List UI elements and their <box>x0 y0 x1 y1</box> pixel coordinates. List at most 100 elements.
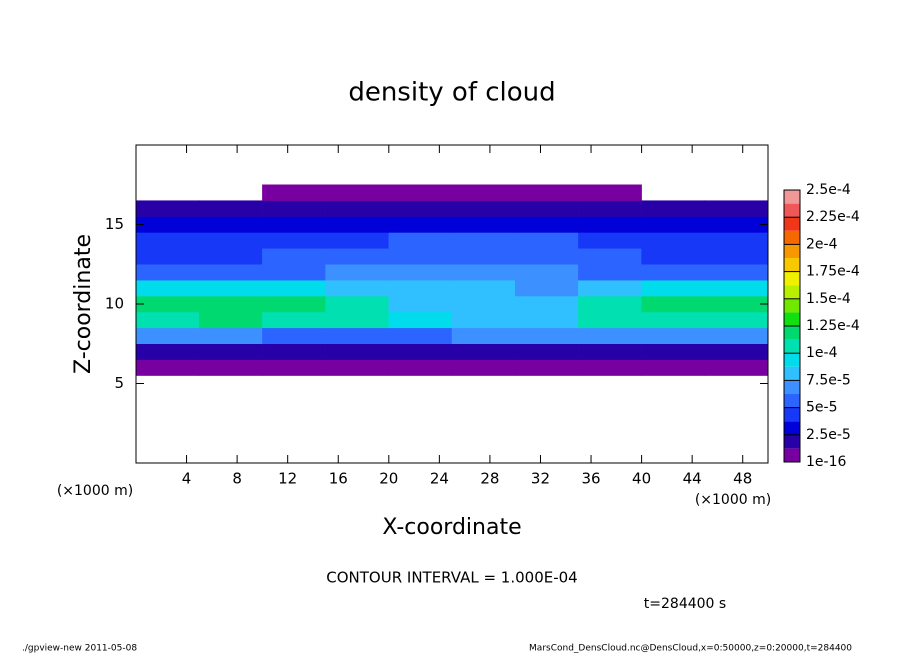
heat-cell <box>704 343 769 360</box>
heat-cell <box>641 279 706 297</box>
heat-cell <box>262 248 326 265</box>
heat-cell <box>641 359 706 376</box>
y-tick-label: 15 <box>105 215 124 233</box>
heat-cell <box>451 359 516 376</box>
colorbar-label: 2.5e-5 <box>806 427 851 443</box>
heat-cell <box>262 184 326 201</box>
colorbar-swatch <box>784 285 800 299</box>
x-tick-label: 16 <box>329 470 348 488</box>
colorbar-label: 1.75e-4 <box>806 264 860 280</box>
heat-cell <box>325 295 390 313</box>
y-tick-label: 10 <box>105 295 124 313</box>
colorbar-swatch <box>784 258 800 272</box>
heat-cell <box>451 216 516 233</box>
x-tick-label: 12 <box>278 470 297 488</box>
colorbar-swatch <box>784 394 800 408</box>
colorbar-swatch <box>784 448 800 462</box>
heat-cell <box>262 232 326 249</box>
chart-title: density of cloud <box>348 78 555 108</box>
heat-cell <box>704 248 769 265</box>
heat-cell <box>325 232 390 249</box>
heat-cell <box>641 327 706 345</box>
heat-cell <box>262 359 326 376</box>
heat-cell <box>135 311 200 329</box>
x-tick-label: 36 <box>581 470 600 488</box>
heat-cell <box>704 279 769 297</box>
heat-cell <box>198 311 263 329</box>
heat-cell <box>641 232 706 249</box>
heat-cell <box>198 343 263 360</box>
heat-cell <box>704 200 769 217</box>
heat-cell <box>514 311 579 329</box>
heat-cell <box>325 327 390 345</box>
heat-cell <box>388 248 453 265</box>
time-label: t=284400 s <box>644 596 726 612</box>
heat-cell <box>578 343 642 360</box>
heat-cell <box>704 216 769 233</box>
heat-cell <box>704 327 769 345</box>
heat-cell <box>388 200 453 217</box>
colorbar-swatch <box>784 271 800 286</box>
colorbar-swatch <box>784 366 800 381</box>
colorbar-label: 2e-4 <box>806 236 838 252</box>
heat-cell <box>451 279 516 297</box>
colorbar-label: 2.5e-4 <box>806 182 851 198</box>
heat-cell <box>325 200 390 217</box>
colorbar-swatch <box>784 407 800 422</box>
colorbar-label: 5e-5 <box>806 400 837 416</box>
heat-cell <box>325 279 390 297</box>
colorbar-swatch <box>784 326 800 340</box>
heat-cell <box>325 343 390 360</box>
heat-cell <box>135 232 200 249</box>
heat-cell <box>641 248 706 265</box>
colorbar-swatch <box>784 380 800 394</box>
heat-cell <box>451 343 516 360</box>
heat-cell <box>514 248 579 265</box>
heat-cell <box>262 200 326 217</box>
heat-cell <box>514 184 579 201</box>
colorbar-swatch <box>784 230 800 245</box>
heat-cell <box>388 311 453 329</box>
x-tick-label: 24 <box>430 470 449 488</box>
x-tick-label: 40 <box>632 470 651 488</box>
colorbar-label: 7.5e-5 <box>806 372 851 388</box>
colorbar-swatch <box>784 353 800 367</box>
heat-cell <box>198 359 263 376</box>
colorbar-label: 1.25e-4 <box>806 318 860 334</box>
x-tick-label: 28 <box>480 470 499 488</box>
heat-cell <box>262 327 326 345</box>
heat-cell <box>451 295 516 313</box>
heat-cell <box>135 343 200 360</box>
heat-cell <box>135 264 200 281</box>
colorbar-label: 2.25e-4 <box>806 209 860 225</box>
x-tick-label: 44 <box>683 470 702 488</box>
heat-cell <box>451 264 516 281</box>
x-tick-label: 4 <box>182 470 192 488</box>
heat-cell <box>135 327 200 345</box>
heat-cell <box>325 311 390 329</box>
heat-cell <box>451 248 516 265</box>
heat-cell <box>704 232 769 249</box>
heat-cell <box>198 248 263 265</box>
heat-cell <box>262 343 326 360</box>
heat-cell <box>514 295 579 313</box>
x-tick-label: 8 <box>232 470 242 488</box>
heat-cell <box>641 311 706 329</box>
x-tick-label: 20 <box>379 470 398 488</box>
colorbar-label: 1e-16 <box>806 454 846 470</box>
heat-cell <box>514 343 579 360</box>
heat-cell <box>388 264 453 281</box>
footer-right: MarsCond_DensCloud.nc@DensCloud,x=0:5000… <box>529 644 852 654</box>
heat-cell <box>514 279 579 297</box>
heat-cell <box>388 216 453 233</box>
colorbar-swatch <box>784 217 800 231</box>
heat-cell <box>198 279 263 297</box>
heat-cell <box>198 327 263 345</box>
heat-cell <box>262 311 326 329</box>
x-axis-label: X-coordinate <box>382 515 521 540</box>
colorbar-swatch <box>784 190 800 204</box>
heat-cell <box>514 216 579 233</box>
heat-cell <box>704 264 769 281</box>
heat-cell <box>388 295 453 313</box>
